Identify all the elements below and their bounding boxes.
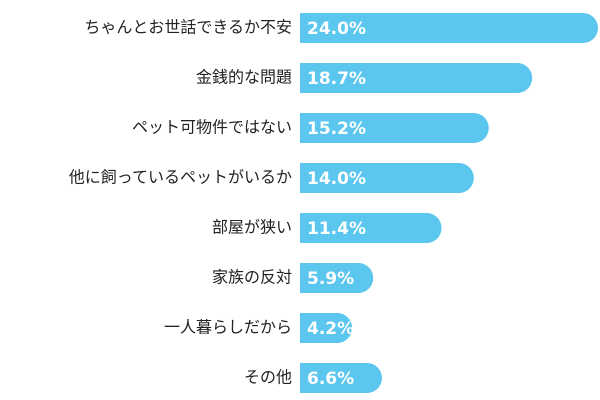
bar: [300, 363, 382, 393]
category-label: その他: [244, 368, 292, 387]
category-label: 一人暮らしだから: [164, 318, 292, 337]
value-label: 14.0%: [307, 169, 366, 189]
value-label: 18.7%: [307, 69, 366, 89]
bar: [300, 13, 598, 43]
category-label: 金銭的な問題: [196, 68, 292, 87]
value-label: 6.6%: [307, 369, 354, 389]
value-label: 15.2%: [307, 119, 366, 139]
category-label: 部屋が狭い: [212, 218, 292, 237]
value-label: 4.2%: [307, 319, 354, 339]
value-label: 24.0%: [307, 19, 366, 39]
bar: [300, 63, 533, 93]
value-label: 5.9%: [307, 269, 354, 289]
bar: [300, 163, 474, 193]
category-label: ペット可物件ではない: [132, 118, 292, 137]
category-label: ちゃんとお世話できるか不安: [84, 18, 292, 37]
bar: [300, 313, 353, 343]
category-label: 家族の反対: [212, 268, 292, 287]
category-label: 他に飼っているペットがいるか: [69, 168, 292, 187]
bar: [300, 213, 442, 243]
value-label: 11.4%: [307, 219, 366, 239]
bar: [300, 113, 489, 143]
bar: [300, 263, 374, 293]
